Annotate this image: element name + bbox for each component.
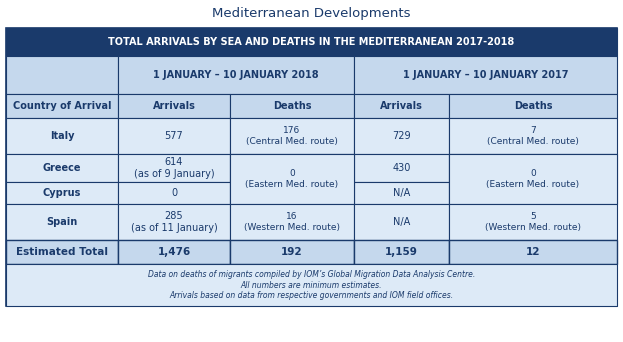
Bar [118, 94, 230, 118]
Bar [6, 182, 118, 204]
Bar [6, 94, 118, 118]
Text: 0: 0 [171, 188, 177, 198]
Bar [6, 118, 118, 154]
Text: 1,476: 1,476 [158, 247, 191, 257]
Bar [449, 118, 617, 154]
Text: 1 JANUARY – 10 JANUARY 2018: 1 JANUARY – 10 JANUARY 2018 [153, 70, 319, 80]
Bar [449, 240, 617, 264]
Text: 285
(as of 11 January): 285 (as of 11 January) [131, 211, 217, 233]
Bar [449, 182, 617, 204]
Text: TOTAL ARRIVALS BY SEA AND DEATHS IN THE MEDITERRANEAN 2017-2018: TOTAL ARRIVALS BY SEA AND DEATHS IN THE … [108, 37, 515, 47]
Bar [6, 56, 118, 94]
Bar [230, 94, 354, 118]
Bar [230, 204, 354, 240]
Text: Deaths: Deaths [273, 101, 312, 111]
Bar [354, 56, 617, 94]
Bar [6, 204, 118, 240]
Bar [118, 204, 230, 240]
Bar [449, 154, 617, 182]
Text: 729: 729 [392, 131, 411, 141]
Text: N/A: N/A [393, 217, 410, 227]
Bar [118, 240, 230, 264]
Text: 0
(Eastern Med. route): 0 (Eastern Med. route) [245, 169, 338, 189]
Bar [118, 118, 230, 154]
Bar [354, 204, 449, 240]
Text: Country of Arrival: Country of Arrival [12, 101, 112, 111]
Text: 7
(Central Med. route): 7 (Central Med. route) [487, 126, 579, 146]
Bar [449, 94, 617, 118]
Text: 0
(Eastern Med. route): 0 (Eastern Med. route) [487, 169, 579, 189]
Bar [354, 94, 449, 118]
Text: Spain: Spain [46, 217, 78, 227]
Bar [354, 240, 449, 264]
Text: 176
(Central Med. route): 176 (Central Med. route) [246, 126, 338, 146]
Bar [118, 154, 230, 182]
Bar [6, 28, 617, 306]
Text: Deaths: Deaths [514, 101, 552, 111]
Text: 5
(Western Med. route): 5 (Western Med. route) [485, 212, 581, 232]
Text: 577: 577 [164, 131, 183, 141]
Text: 12: 12 [526, 247, 540, 257]
Bar [6, 264, 617, 306]
Text: Mediterranean Developments: Mediterranean Developments [212, 8, 411, 21]
Bar [354, 118, 449, 154]
Text: 1 JANUARY – 10 JANUARY 2017: 1 JANUARY – 10 JANUARY 2017 [402, 70, 568, 80]
Bar [118, 56, 354, 94]
Text: Italy: Italy [50, 131, 74, 141]
Bar [230, 154, 354, 204]
Text: 192: 192 [281, 247, 303, 257]
Text: Cyprus: Cyprus [43, 188, 81, 198]
Text: Greece: Greece [43, 163, 81, 173]
Bar [354, 154, 449, 182]
Text: Data on deaths of migrants compiled by IOM’s Global Migration Data Analysis Cent: Data on deaths of migrants compiled by I… [148, 270, 475, 300]
Bar [354, 182, 449, 204]
Text: N/A: N/A [393, 188, 410, 198]
Bar [230, 118, 354, 154]
Bar [449, 154, 617, 204]
Text: 614
(as of 9 January): 614 (as of 9 January) [134, 157, 214, 179]
Text: Arrivals: Arrivals [380, 101, 423, 111]
Text: 430: 430 [392, 163, 411, 173]
Bar [230, 154, 354, 182]
Bar [230, 240, 354, 264]
Bar [118, 182, 230, 204]
Text: Estimated Total: Estimated Total [16, 247, 108, 257]
Text: Arrivals: Arrivals [153, 101, 196, 111]
Bar [230, 182, 354, 204]
Bar [6, 154, 118, 182]
Bar [6, 240, 118, 264]
Text: 1,159: 1,159 [385, 247, 418, 257]
Bar [449, 204, 617, 240]
Text: 16
(Western Med. route): 16 (Western Med. route) [244, 212, 340, 232]
Bar [6, 28, 617, 56]
